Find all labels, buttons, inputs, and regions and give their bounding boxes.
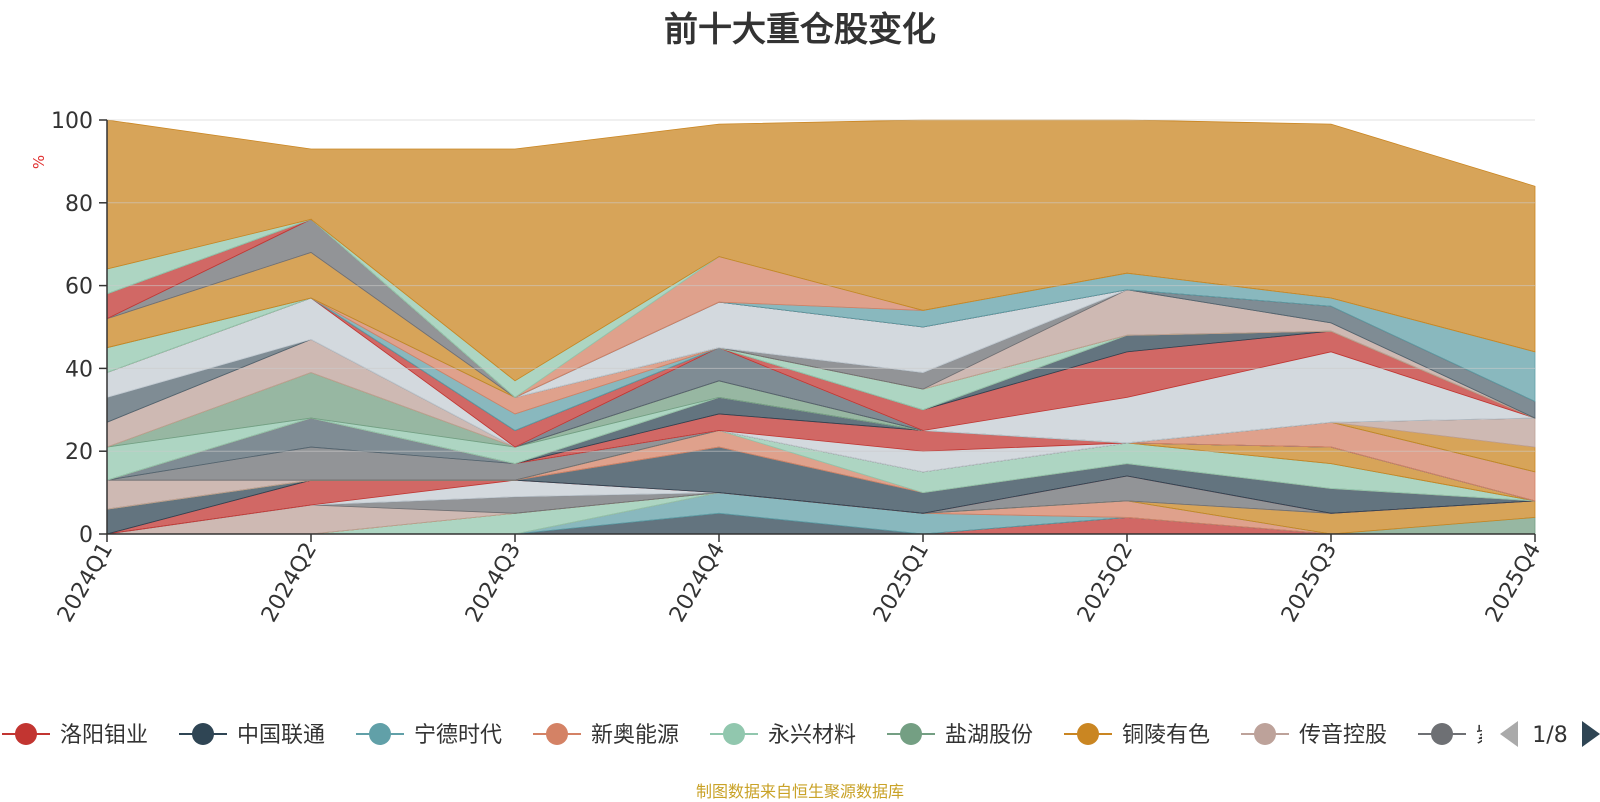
legend-marker [15,723,37,745]
grid-lines [107,119,1535,452]
x-tick-label: 2024Q1 [53,539,118,627]
legend-marker [723,723,745,745]
x-tick-label: 2025Q3 [1277,539,1342,627]
legend-marker [192,723,214,745]
legend-label: 中国联通 [237,723,325,748]
legend-label: 传音控股 [1299,723,1387,748]
legend-item[interactable]: 永兴材料 [710,723,856,748]
legend-item[interactable]: 铜陵有色 [1064,723,1210,748]
y-tick-label: 40 [65,357,93,382]
y-tick-label: 0 [79,523,93,548]
y-axis-label: % [30,155,48,169]
legend-item[interactable]: 传音控股 [1241,723,1387,748]
area-series-50 [106,119,1536,382]
legend: 洛阳钼业 中国联通 宁德时代 新奥能源 永兴材料 盐湖股份 铜陵有色 传音控股 紫 [2,723,1498,748]
legend-label: 宁德时代 [414,723,502,748]
legend-item[interactable]: 新奥能源 [533,723,679,748]
legend-item-truncated[interactable]: 紫 [1418,723,1498,748]
legend-item[interactable]: 宁德时代 [356,723,502,748]
x-tick-label: 2024Q4 [665,539,730,627]
next-page-icon[interactable] [1582,721,1600,747]
y-tick-labels: 0 20 40 60 80 100 [51,109,107,548]
x-tick-label: 2025Q4 [1481,539,1546,627]
legend-page-indicator: 1/8 [1532,723,1567,748]
x-tick-labels: 2024Q1 2024Q2 2024Q3 2024Q4 2025Q1 2025Q2 2025… [53,534,1546,627]
area-series-group [106,119,1536,535]
y-tick-label: 100 [51,109,93,134]
prev-page-icon[interactable] [1500,721,1518,747]
legend-item[interactable]: 洛阳钼业 [2,723,148,748]
legend-pager: 1/8 [1500,721,1600,748]
legend-label: 铜陵有色 [1122,723,1210,748]
legend-marker [1431,723,1453,745]
legend-label: 紫 [1476,723,1498,748]
y-tick-label: 80 [65,192,93,217]
legend-label: 盐湖股份 [945,723,1033,748]
chart-title: 前十大重仓股变化 [664,10,936,50]
legend-label: 洛阳钼业 [60,723,148,748]
legend-marker [1254,723,1276,745]
axes [106,120,1535,535]
source-note: 制图数据来自恒生聚源数据库 [695,782,904,801]
legend-marker [369,723,391,745]
y-tick-label: 60 [65,275,93,300]
x-tick-label: 2025Q1 [869,539,934,627]
legend-label: 新奥能源 [591,723,679,748]
x-tick-label: 2024Q2 [257,539,322,627]
legend-marker [1077,723,1099,745]
y-tick-label: 20 [65,440,93,465]
legend-label: 永兴材料 [768,723,856,748]
legend-marker [546,723,568,745]
legend-marker [900,723,922,745]
x-tick-label: 2025Q2 [1073,539,1138,627]
x-tick-label: 2024Q3 [461,539,526,627]
legend-item[interactable]: 盐湖股份 [887,723,1033,748]
legend-item[interactable]: 中国联通 [179,723,325,748]
